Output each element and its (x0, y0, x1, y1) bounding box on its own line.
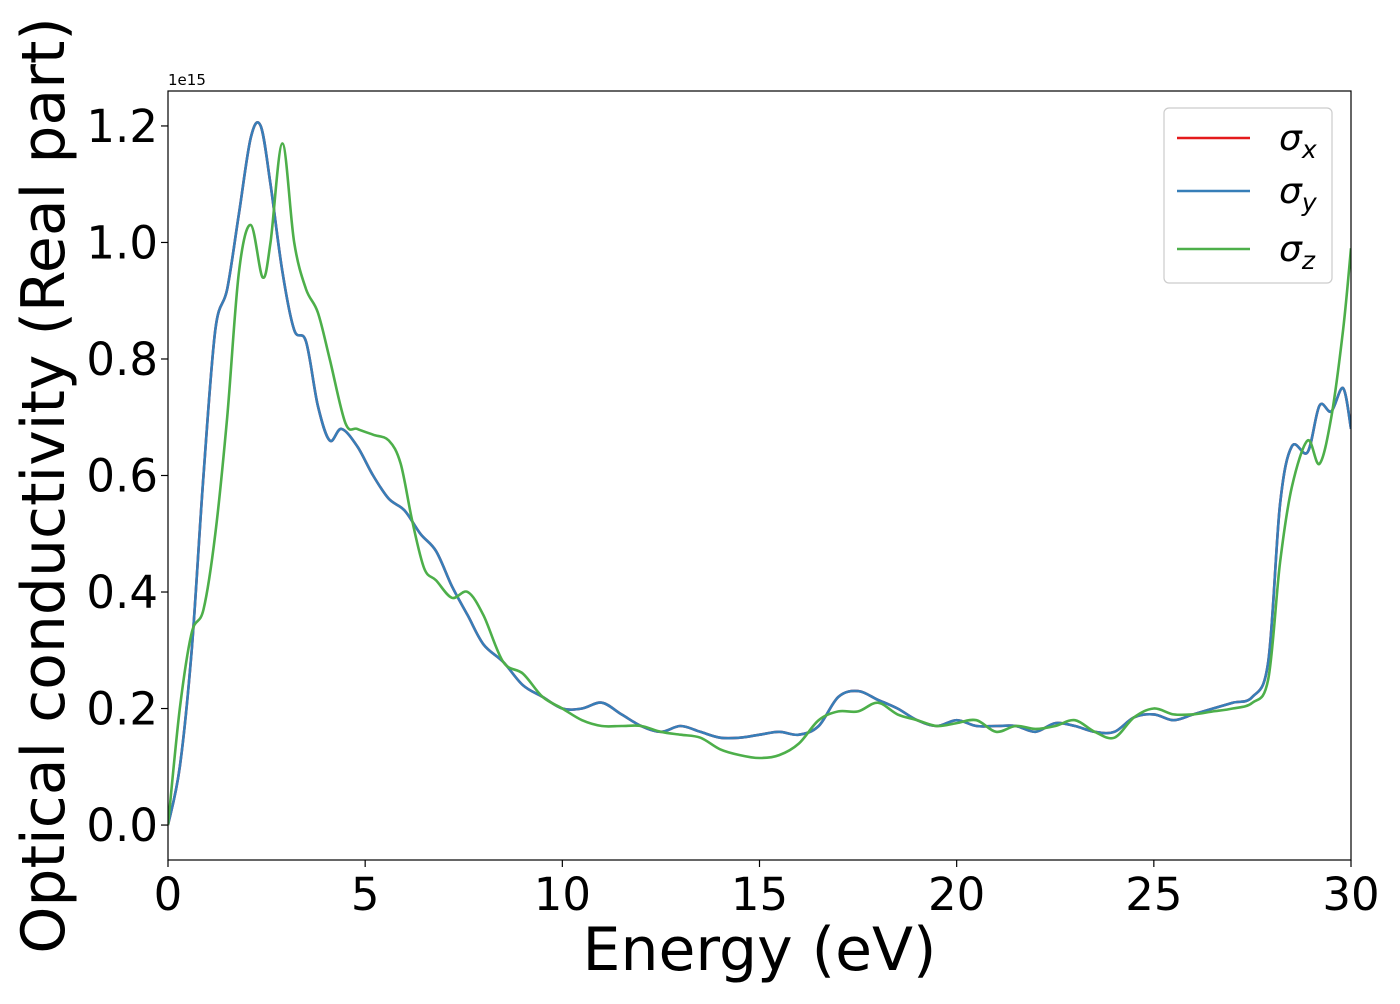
y-axis-label: Optical conductivity (Real part) (9, 17, 79, 954)
x-tick-label: 25 (1125, 868, 1182, 921)
series-line-y (168, 121, 1351, 826)
x-tick-label: 15 (731, 868, 788, 921)
y-tick-label: 0.2 (86, 683, 158, 736)
y-tick-label: 0.8 (86, 333, 158, 386)
y-tick-label: 0.0 (86, 799, 158, 852)
series-layer (168, 121, 1351, 826)
y-axis-offset-text: 1e15 (168, 71, 206, 89)
series-line-z (168, 142, 1351, 826)
y-tick-label: 1.2 (86, 100, 158, 153)
x-tick-label: 5 (351, 868, 380, 921)
x-tick-label: 10 (534, 868, 591, 921)
x-tick-label: 20 (928, 868, 985, 921)
x-axis-label: Energy (eV) (583, 915, 937, 985)
ticks-layer: 0 5 10 15 20 25 30 0.0 0.2 0.4 0.6 0.8 1.0 1.2 (86, 100, 1379, 921)
x-tick-label: 30 (1322, 868, 1379, 921)
y-tick-label: 1.0 (86, 216, 158, 269)
legend-box (1163, 107, 1333, 284)
y-tick-label: 0.6 (86, 450, 158, 503)
x-tick-label: 0 (154, 868, 183, 921)
y-tick-label: 0.4 (86, 566, 158, 619)
